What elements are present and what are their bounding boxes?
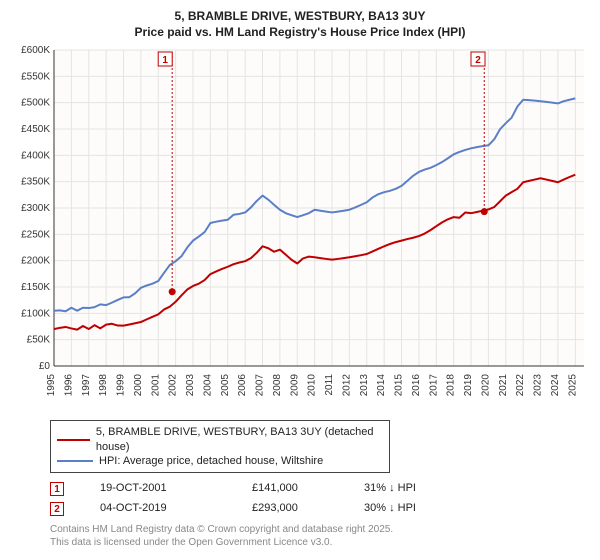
svg-text:2022: 2022 — [515, 374, 526, 397]
svg-text:2015: 2015 — [394, 374, 405, 397]
svg-text:2025: 2025 — [567, 374, 578, 397]
svg-text:2006: 2006 — [237, 374, 248, 397]
svg-text:2019: 2019 — [463, 374, 474, 397]
sale-hpi: 31% ↓ HPI — [364, 479, 444, 499]
svg-text:2016: 2016 — [411, 374, 422, 397]
sale-price: £141,000 — [252, 479, 332, 499]
sales-row: 1 19-OCT-2001 £141,000 31% ↓ HPI — [50, 479, 584, 499]
svg-text:£550K: £550K — [21, 72, 50, 83]
sales-table: 1 19-OCT-2001 £141,000 31% ↓ HPI 2 04-OC… — [50, 479, 584, 519]
svg-text:2002: 2002 — [168, 374, 179, 397]
svg-text:£450K: £450K — [21, 124, 50, 135]
svg-text:£50K: £50K — [27, 335, 51, 346]
sale-price: £293,000 — [252, 499, 332, 519]
chart-title: 5, BRAMBLE DRIVE, WESTBURY, BA13 3UY Pri… — [10, 8, 590, 40]
title-line-2: Price paid vs. HM Land Registry's House … — [10, 24, 590, 40]
svg-text:£0: £0 — [39, 361, 51, 372]
svg-text:1995: 1995 — [46, 374, 57, 397]
svg-text:1: 1 — [162, 55, 168, 66]
svg-text:£100K: £100K — [21, 309, 50, 320]
sale-marker-1: 1 — [50, 482, 64, 496]
svg-text:2004: 2004 — [202, 374, 213, 397]
svg-text:2013: 2013 — [359, 374, 370, 397]
svg-text:£400K: £400K — [21, 151, 50, 162]
svg-text:2021: 2021 — [498, 374, 509, 397]
sale-date: 04-OCT-2019 — [100, 499, 220, 519]
line-chart: £0 £50K £100K £150K £200K £250K £300K £350K £400… — [10, 44, 590, 414]
sales-row: 2 04-OCT-2019 £293,000 30% ↓ HPI — [50, 499, 584, 519]
legend: 5, BRAMBLE DRIVE, WESTBURY, BA13 3UY (de… — [50, 420, 390, 473]
legend-swatch-blue — [57, 460, 93, 462]
svg-text:2001: 2001 — [150, 374, 161, 397]
svg-text:2003: 2003 — [185, 374, 196, 397]
svg-text:£250K: £250K — [21, 230, 50, 241]
svg-text:2007: 2007 — [255, 374, 266, 397]
svg-text:£200K: £200K — [21, 256, 50, 267]
sale-marker-2: 2 — [50, 502, 64, 516]
svg-text:2005: 2005 — [220, 374, 231, 397]
svg-text:£500K: £500K — [21, 98, 50, 109]
svg-text:2008: 2008 — [272, 374, 283, 397]
sale-hpi: 30% ↓ HPI — [364, 499, 444, 519]
svg-text:2020: 2020 — [480, 374, 491, 397]
svg-text:1996: 1996 — [63, 374, 74, 397]
svg-text:1998: 1998 — [98, 374, 109, 397]
legend-item: HPI: Average price, detached house, Wilt… — [57, 454, 383, 468]
svg-text:1997: 1997 — [81, 374, 92, 397]
svg-text:2012: 2012 — [341, 374, 352, 397]
legend-label: HPI: Average price, detached house, Wilt… — [99, 454, 323, 468]
svg-text:1999: 1999 — [116, 374, 127, 397]
footnote: Contains HM Land Registry data © Crown c… — [50, 523, 584, 549]
svg-text:2017: 2017 — [428, 374, 439, 397]
footnote-line-2: This data is licensed under the Open Gov… — [50, 536, 584, 549]
svg-text:2000: 2000 — [133, 374, 144, 397]
svg-text:2: 2 — [475, 55, 481, 66]
svg-text:£350K: £350K — [21, 177, 50, 188]
legend-label: 5, BRAMBLE DRIVE, WESTBURY, BA13 3UY (de… — [96, 425, 383, 454]
sale-date: 19-OCT-2001 — [100, 479, 220, 499]
title-line-1: 5, BRAMBLE DRIVE, WESTBURY, BA13 3UY — [10, 8, 590, 24]
svg-text:2024: 2024 — [550, 374, 561, 397]
svg-text:£150K: £150K — [21, 282, 50, 293]
svg-text:£300K: £300K — [21, 203, 50, 214]
chart-svg: £0 £50K £100K £150K £200K £250K £300K £350K £400… — [10, 44, 590, 414]
svg-text:2023: 2023 — [533, 374, 544, 397]
svg-text:2009: 2009 — [289, 374, 300, 397]
svg-text:2010: 2010 — [307, 374, 318, 397]
svg-text:2014: 2014 — [376, 374, 387, 397]
svg-text:2011: 2011 — [324, 374, 335, 396]
svg-text:£600K: £600K — [21, 45, 50, 56]
footnote-line-1: Contains HM Land Registry data © Crown c… — [50, 523, 584, 536]
svg-text:2018: 2018 — [446, 374, 457, 397]
legend-item: 5, BRAMBLE DRIVE, WESTBURY, BA13 3UY (de… — [57, 425, 383, 454]
legend-swatch-red — [57, 439, 90, 441]
